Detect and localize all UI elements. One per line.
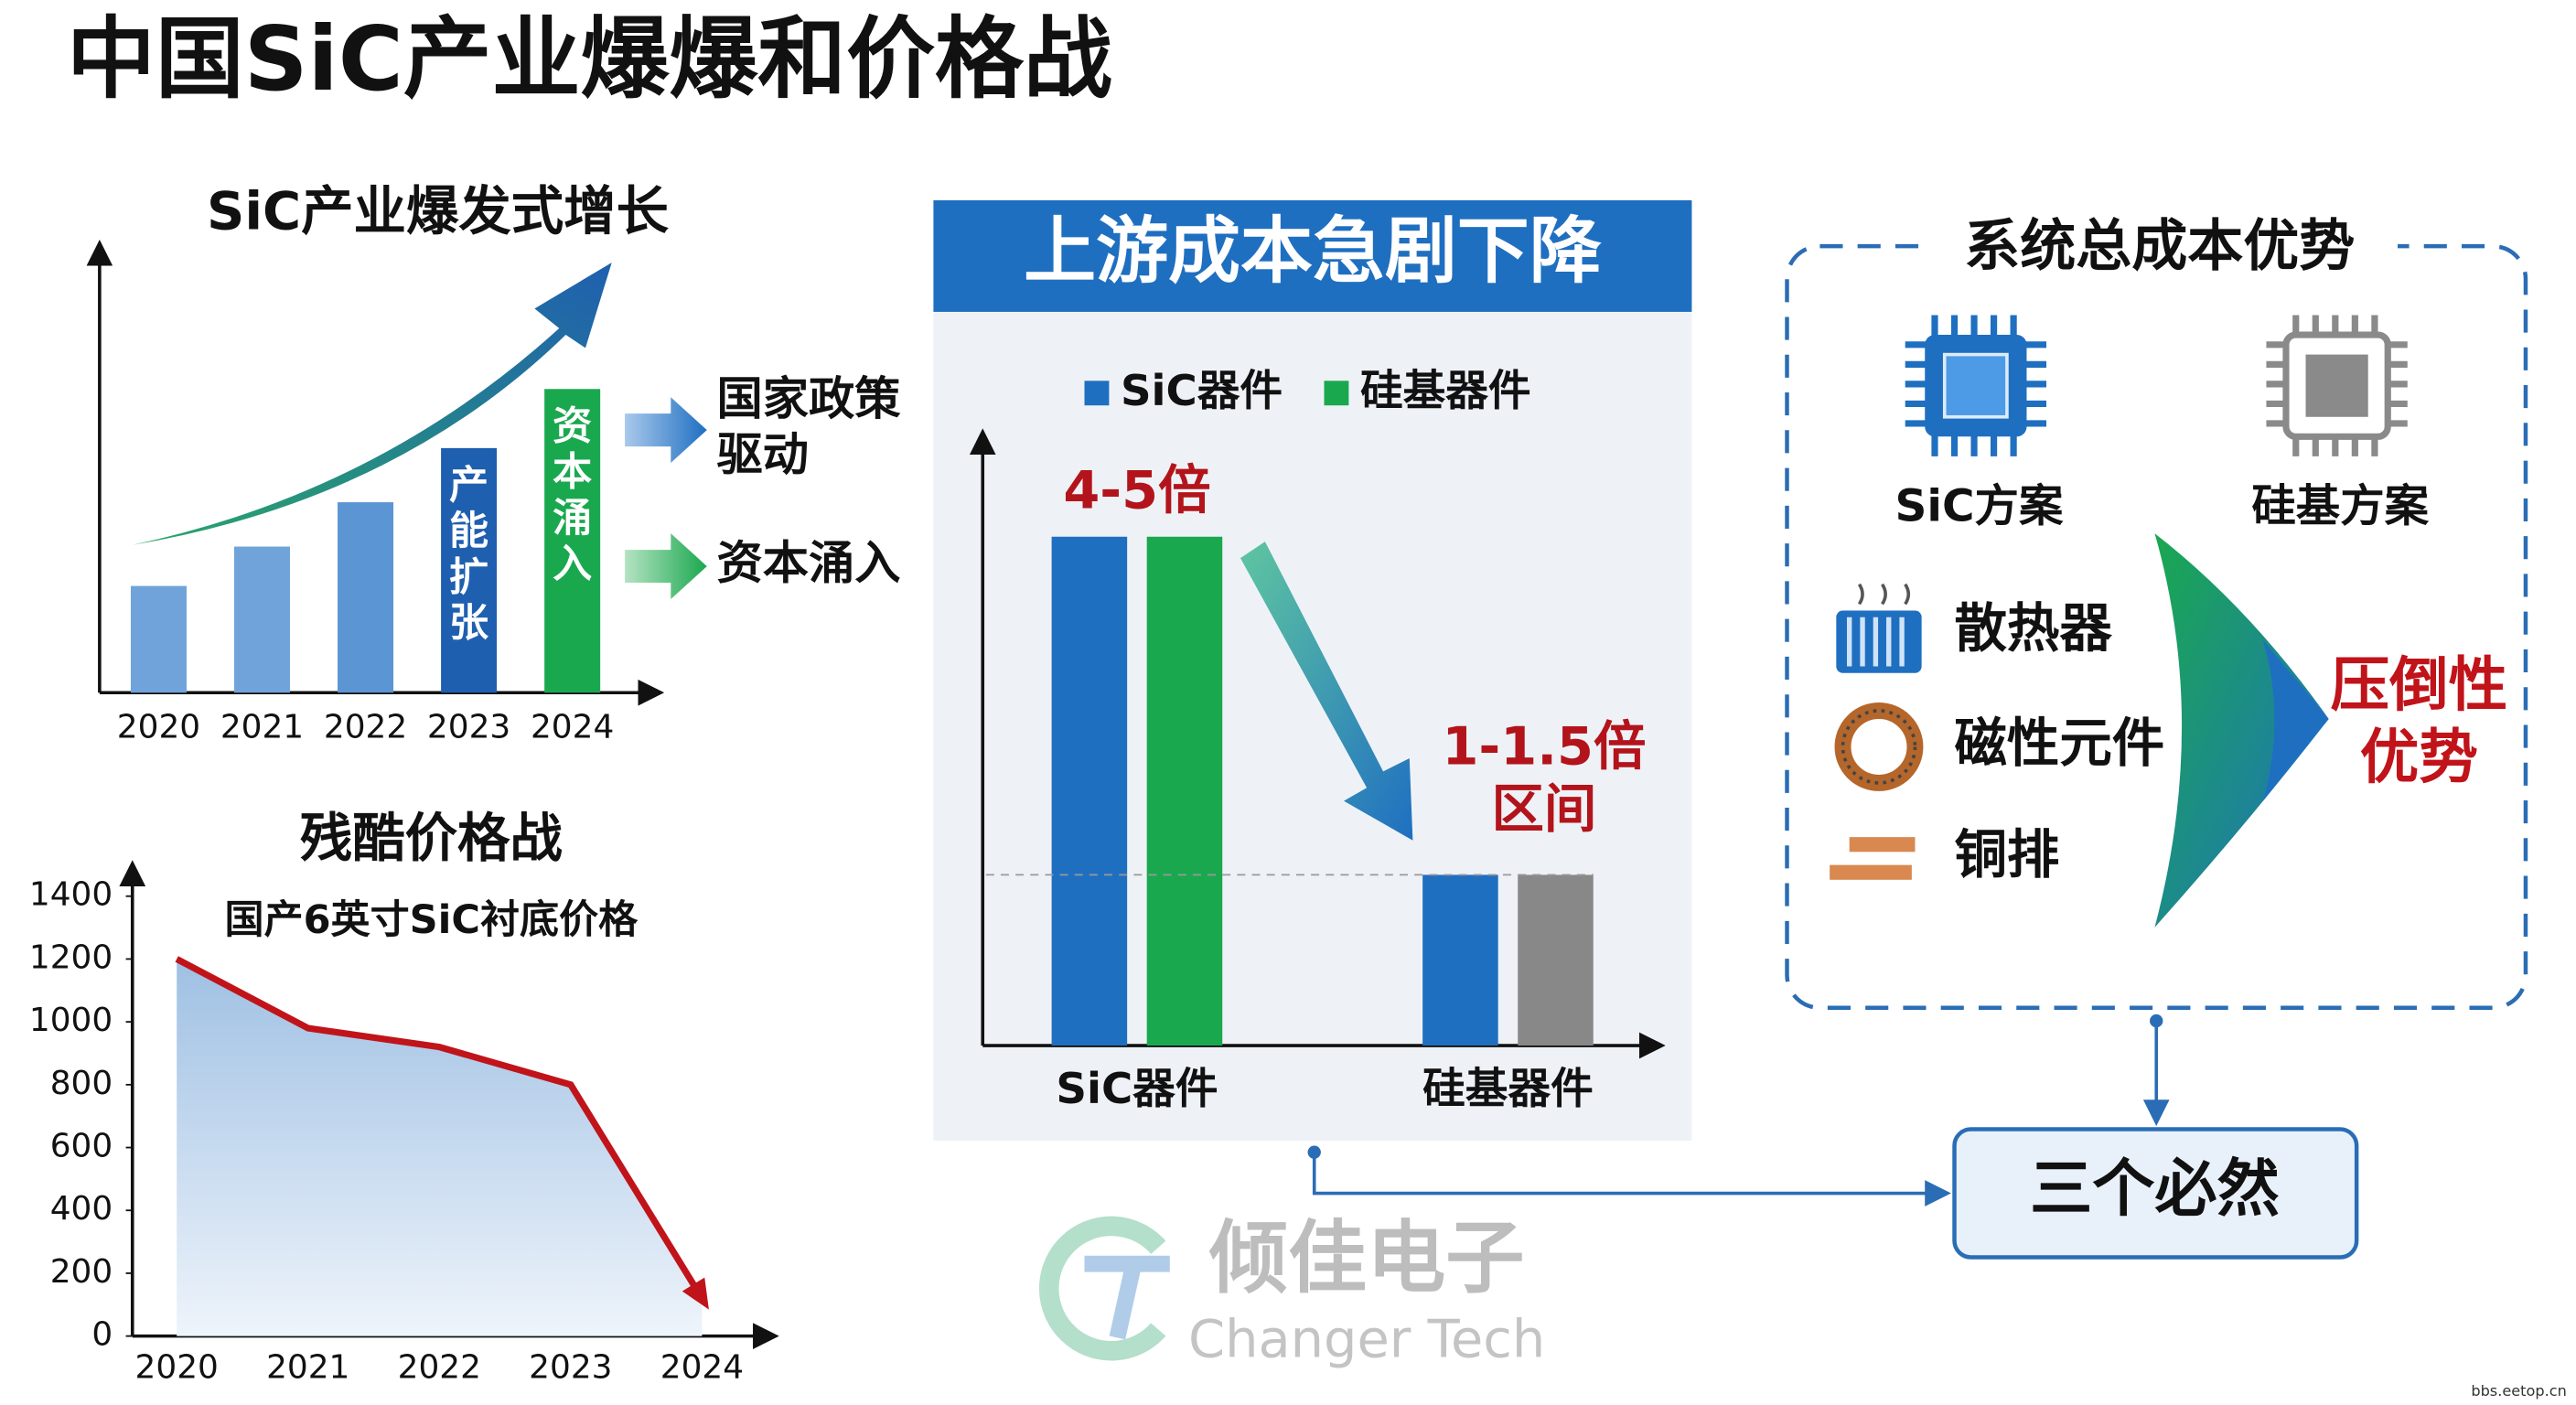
chart-subtitle: 国产6英寸SiC衬底价格 bbox=[224, 897, 639, 943]
si-chip-icon bbox=[2266, 315, 2408, 456]
legend-label: SiC器件 bbox=[1121, 367, 1283, 416]
advantage-label: 优势 bbox=[2360, 724, 2478, 792]
cost-panel-header bbox=[933, 199, 1692, 312]
x-tick-label: 硅基器件 bbox=[1422, 1065, 1594, 1114]
driver-label: 驱动 bbox=[717, 427, 809, 481]
bar bbox=[338, 502, 394, 693]
bar bbox=[1422, 874, 1498, 1046]
watermark-name: 倾佳电子 bbox=[1208, 1213, 1525, 1304]
legend-label: 硅基器件 bbox=[1360, 367, 1531, 416]
chart-title: SiC产业爆发式增长 bbox=[207, 181, 670, 242]
x-tick-label: 2024 bbox=[660, 1349, 744, 1387]
decline-arrow bbox=[1240, 542, 1413, 841]
inductor-icon bbox=[1834, 702, 1924, 791]
bar bbox=[441, 447, 498, 693]
option-label: SiC方案 bbox=[1894, 480, 2063, 531]
conclusion: 三个必然 bbox=[2030, 1153, 2280, 1226]
connector bbox=[1312, 1152, 1951, 1207]
watermark-logo bbox=[1039, 1216, 1170, 1361]
bar bbox=[130, 585, 187, 693]
bar bbox=[234, 546, 291, 693]
x-tick-label: 2020 bbox=[117, 709, 200, 746]
x-tick-label: 2023 bbox=[529, 1349, 612, 1387]
price-line bbox=[175, 956, 705, 1301]
y-tick-label: 1000 bbox=[29, 1002, 113, 1039]
x-tick-label: 2021 bbox=[266, 1349, 349, 1387]
driver-label: 资本涌入 bbox=[717, 536, 901, 590]
system-title-bg bbox=[1921, 209, 2399, 286]
connector-dot bbox=[2150, 1014, 2163, 1028]
busbar-icon bbox=[1830, 837, 1916, 880]
y-tick-label: 1200 bbox=[29, 938, 113, 976]
advantage-chevron-tip bbox=[2262, 639, 2329, 801]
bar bbox=[1146, 536, 1223, 1046]
watermark-site: bbs.eetop.cn bbox=[2471, 1382, 2566, 1400]
bar-label: 资本涌入 bbox=[553, 403, 592, 587]
x-tick-label: 2024 bbox=[531, 709, 614, 746]
x-tick-label: 2022 bbox=[398, 1349, 481, 1387]
cost-item: 散热器 bbox=[1955, 597, 2113, 659]
annotation: 4-5倍 bbox=[1063, 460, 1210, 521]
sic-chip-icon bbox=[1905, 315, 2047, 456]
watermark-name-en: Changer Tech bbox=[1188, 1308, 1545, 1369]
x-tick-label: SiC器件 bbox=[1056, 1065, 1218, 1114]
legend-swatch bbox=[1324, 381, 1349, 406]
page-title: 中国SiC产业爆爆和价格战 bbox=[67, 7, 1112, 111]
line-arrowhead bbox=[682, 1277, 709, 1310]
conclusion-box bbox=[1952, 1127, 2359, 1260]
x-tick-label: 2022 bbox=[324, 709, 407, 746]
heatsink-icon bbox=[1836, 583, 1922, 673]
cost-item: 磁性元件 bbox=[1955, 713, 2165, 774]
system-box bbox=[1785, 243, 2528, 1010]
y-tick-label: 400 bbox=[50, 1190, 113, 1228]
x-tick-label: 2021 bbox=[220, 709, 304, 746]
legend-swatch bbox=[1084, 381, 1110, 406]
advantage-chevron bbox=[2154, 533, 2329, 928]
driver-label: 国家政策 bbox=[717, 371, 902, 425]
y-tick-label: 800 bbox=[50, 1065, 113, 1102]
system-title: 系统总成本优势 bbox=[1964, 213, 2355, 278]
y-tick-label: 200 bbox=[50, 1253, 113, 1291]
x-tick-label: 2023 bbox=[427, 709, 510, 746]
chart-title: 上游成本急剧下降 bbox=[1024, 209, 1602, 293]
price-area bbox=[177, 959, 703, 1336]
y-tick-label: 0 bbox=[91, 1316, 113, 1354]
y-tick-label: 600 bbox=[50, 1128, 113, 1165]
driver-arrow bbox=[625, 533, 707, 599]
cost-item: 铜排 bbox=[1955, 824, 2060, 885]
bar bbox=[1518, 874, 1594, 1046]
advantage-label: 压倒性 bbox=[2330, 651, 2507, 720]
option-label: 硅基方案 bbox=[2251, 480, 2429, 531]
chart-title: 残酷价格战 bbox=[300, 808, 563, 869]
bar bbox=[1051, 536, 1128, 1046]
bar-label: 产能扩张 bbox=[449, 462, 488, 646]
annotation: 1-1.5倍 bbox=[1442, 716, 1646, 778]
bar bbox=[544, 389, 601, 693]
x-tick-label: 2020 bbox=[135, 1349, 219, 1387]
annotation: 区间 bbox=[1492, 778, 1597, 840]
y-tick-label: 1400 bbox=[29, 876, 113, 914]
driver-arrow bbox=[625, 397, 707, 464]
